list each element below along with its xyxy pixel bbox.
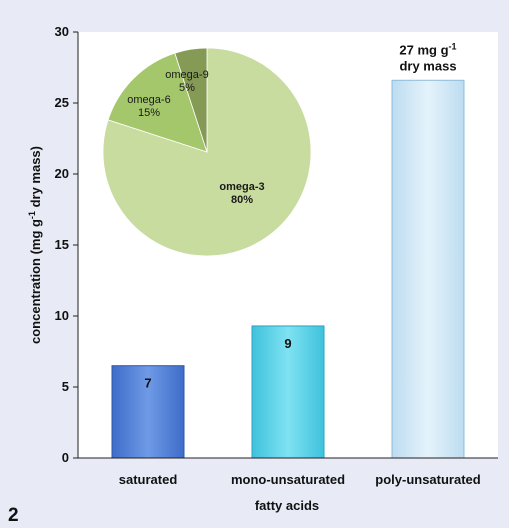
- x-category-label: saturated: [119, 472, 178, 487]
- pie-slice-label: omega-9: [165, 69, 208, 81]
- bar-mono-unsaturated: [251, 325, 325, 459]
- pie-slice-value: 80%: [231, 194, 253, 206]
- pie-slice-omega-6: [107, 52, 208, 153]
- y-tick-label: 20: [55, 166, 69, 181]
- x-category-label: poly-unsaturated: [375, 472, 481, 487]
- pie-slice-value: 5%: [179, 82, 195, 94]
- panel-label: 2: [8, 505, 19, 526]
- x-axis-categories: saturated mono-unsaturated poly-unsaturate…: [119, 472, 481, 487]
- bar-data-label-line2: dry mass: [399, 58, 456, 73]
- bar-poly-unsaturated: [391, 79, 465, 459]
- pie-slice-omega-9: [174, 47, 208, 153]
- pie-slice-label: omega-6: [127, 94, 170, 106]
- pie-slice-label: omega-3: [219, 181, 264, 193]
- y-tick-label: 30: [55, 24, 69, 39]
- pie-slice-omega-3: [102, 47, 312, 257]
- x-category-label: mono-unsaturated: [231, 472, 345, 487]
- y-tick-label: 25: [55, 95, 69, 110]
- y-axis-title: concentration (mg g-1 dry mass): [27, 146, 43, 344]
- y-tick-label: 0: [62, 450, 69, 465]
- pie-chart: omega-380% omega-615% omega-95%: [102, 47, 312, 257]
- bar-data-label: 27 mg g-1: [399, 41, 456, 57]
- y-tick-label: 15: [55, 237, 69, 252]
- y-tick-label: 10: [55, 308, 69, 323]
- bar-data-label: 9: [284, 336, 291, 351]
- pie-slice-value: 15%: [138, 107, 160, 119]
- y-tick-label: 5: [62, 379, 69, 394]
- y-axis-ticks: 0 5 10 15 20 25 30: [55, 24, 78, 465]
- bar-saturated: [111, 365, 185, 459]
- x-axis-title: fatty acids: [255, 498, 319, 513]
- bar-data-label: 7: [144, 376, 151, 391]
